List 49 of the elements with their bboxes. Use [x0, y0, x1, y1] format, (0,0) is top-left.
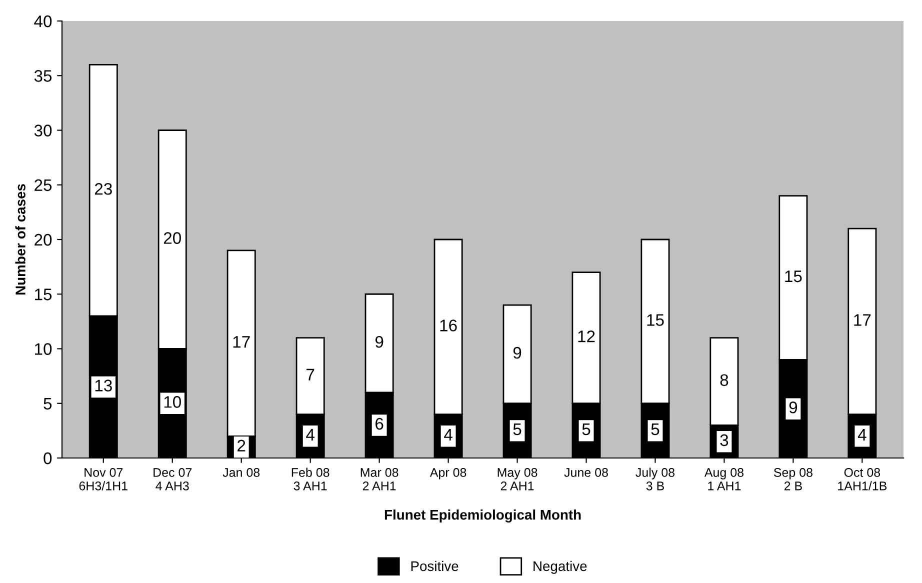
legend-label: Negative [534, 560, 587, 574]
y-tick-label: 30 [34, 124, 52, 136]
x-tick-label: Oct 08 1AH1/1B [838, 468, 887, 490]
y-tick-label: 25 [34, 179, 52, 192]
x-tick-label: Sep 08 2 B [774, 468, 812, 490]
data-label: 9 [375, 336, 384, 348]
data-label: 5 [651, 424, 660, 436]
data-label: 9 [513, 346, 522, 359]
data-label: 17 [854, 314, 871, 326]
y-tick-label: 10 [35, 343, 52, 355]
x-tick-label: June 08 [564, 468, 608, 477]
data-label: 20 [164, 232, 181, 244]
x-tick-label: Dec 07 4 AH3 [154, 468, 192, 490]
data-label: 6 [376, 418, 384, 430]
x-tick-label: Aug 08 1 AH1 [704, 468, 744, 490]
data-label: 5 [582, 424, 590, 436]
data-label: 8 [720, 374, 728, 386]
y-tick-label: 35 [34, 70, 52, 82]
x-tick-label: July 08 3 B [636, 468, 674, 490]
y-tick-label: 20 [34, 234, 52, 246]
y-tick-label: 0 [44, 452, 52, 464]
data-label: 4 [306, 428, 314, 440]
data-label: 23 [94, 183, 112, 195]
y-tick-label: 40 [34, 15, 52, 28]
data-label: 2 [238, 440, 246, 452]
data-label: 13 [95, 380, 112, 392]
y-axis-title: Number of cases [15, 184, 26, 295]
x-tick-label: Feb 08 3 AH1 [292, 468, 330, 490]
x-tick-label: May 08 2 AH1 [498, 468, 538, 490]
data-label: 4 [858, 428, 866, 440]
data-label: 16 [440, 320, 457, 332]
data-label: 15 [647, 314, 664, 326]
data-label: 15 [785, 270, 802, 282]
data-label: 3 [720, 434, 728, 446]
legend-label: Positive [411, 560, 458, 572]
x-tick-label: Mar 08 2 AH1 [360, 468, 398, 490]
data-label: 7 [306, 368, 314, 380]
data-label: 9 [789, 402, 798, 414]
data-label: 4 [444, 428, 452, 440]
data-label: 5 [513, 424, 522, 436]
y-tick-label: 15 [35, 288, 52, 300]
data-label: 10 [164, 396, 181, 408]
x-tick-label: Nov 07 6H3/1H1 [79, 468, 128, 490]
x-axis-title: Flunet Epidemiological Month [384, 510, 581, 523]
y-tick-label: 5 [44, 398, 52, 410]
x-tick-label: Jan 08 [222, 468, 260, 477]
data-label: 17 [233, 336, 250, 348]
data-label: 12 [578, 330, 595, 342]
x-tick-label: Apr 08 [430, 468, 466, 480]
